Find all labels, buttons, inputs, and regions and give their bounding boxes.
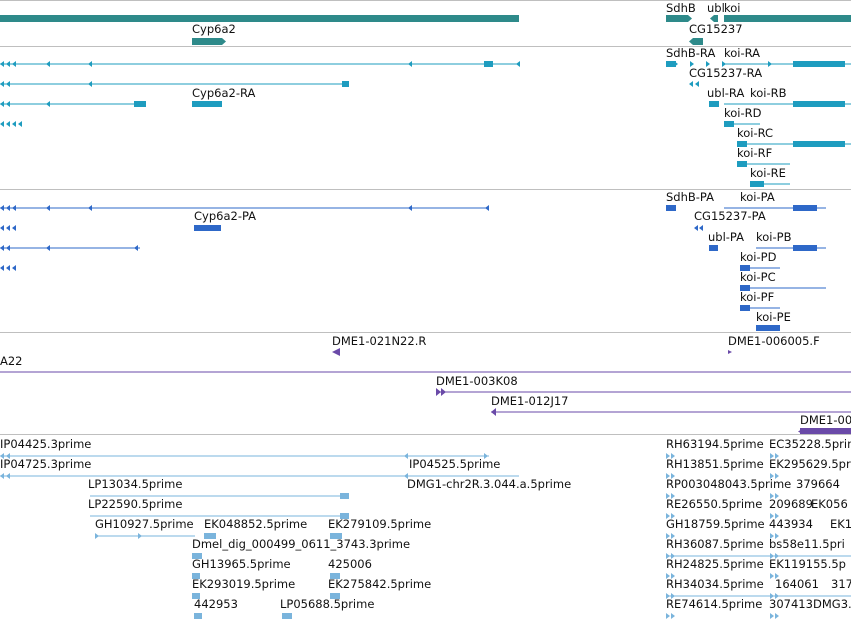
est-label[interactable]: LP22590.5prime bbox=[88, 497, 183, 511]
est-label[interactable]: EK119155.5p bbox=[769, 557, 846, 571]
est-label[interactable]: LP05688.5prime bbox=[280, 597, 375, 611]
protein-label-koi-pe[interactable]: koi-PE bbox=[756, 310, 791, 324]
protein-label-koi-pa[interactable]: koi-PA bbox=[740, 190, 775, 204]
track-divider-genes bbox=[0, 46, 851, 47]
transcript-track: SdhB-RA koi-RA CG15237-RA Cyp6a2-RA ubl-… bbox=[0, 46, 851, 189]
gene-span-cyp6a2-region[interactable] bbox=[0, 15, 519, 22]
est-label[interactable]: RE74614.5prime bbox=[666, 597, 763, 611]
bac-label-dme1-021n22-r[interactable]: DME1-021N22.R bbox=[332, 334, 427, 348]
est-label[interactable]: 209689 bbox=[769, 497, 813, 511]
bac-label-a22[interactable]: A22 bbox=[0, 354, 23, 368]
est-label[interactable]: 425006 bbox=[328, 557, 372, 571]
protein-track-glyphs bbox=[0, 205, 826, 331]
protein-label-koi-pd[interactable]: koi-PD bbox=[740, 250, 777, 264]
est-track-glyphs bbox=[0, 453, 851, 619]
transcript-label-koi-rc[interactable]: koi-RC bbox=[737, 126, 774, 140]
transcript-label-cg15237-ra[interactable]: CG15237-RA bbox=[689, 66, 763, 80]
bac-label-dme1-012j17[interactable]: DME1-012J17 bbox=[491, 394, 569, 408]
protein-label-ubl-pa[interactable]: ubl-PA bbox=[708, 230, 744, 244]
gene-track-glyphs bbox=[0, 15, 851, 45]
gene-label-cyp6a2[interactable]: Cyp6a2 bbox=[192, 22, 236, 36]
est-track: IP04425.3prime RH63194.5prime EC35228.5p… bbox=[0, 434, 851, 621]
est-label[interactable]: RH63194.5prime bbox=[666, 437, 764, 451]
est-label[interactable]: 164061 bbox=[775, 577, 819, 591]
gene-track: Cyp6a2 SdhB ubl koi CG15237 bbox=[0, 0, 851, 46]
est-label[interactable]: IP04425.3prime bbox=[0, 437, 92, 451]
est-label[interactable]: RP003048043.5prime bbox=[666, 477, 792, 491]
est-label[interactable]: RH34034.5prime bbox=[666, 577, 764, 591]
protein-label-koi-pf[interactable]: koi-PF bbox=[740, 290, 775, 304]
transcript-label-koi-rb[interactable]: koi-RB bbox=[750, 86, 787, 100]
transcript-label-cyp6a2-ra[interactable]: Cyp6a2-RA bbox=[192, 86, 256, 100]
est-label[interactable]: RH13851.5prime bbox=[666, 457, 764, 471]
track-divider-transcripts bbox=[0, 189, 851, 190]
gene-span-sdhb[interactable] bbox=[666, 15, 692, 22]
gene-label-koi[interactable]: koi bbox=[724, 1, 741, 15]
est-label[interactable]: GH18759.5prime bbox=[666, 517, 765, 531]
gene-label-cg15237[interactable]: CG15237 bbox=[689, 22, 743, 36]
est-label[interactable]: EK279109.5prime bbox=[328, 517, 432, 531]
est-label[interactable]: RH24825.5prime bbox=[666, 557, 764, 571]
gene-label-ubl[interactable]: ubl bbox=[707, 1, 725, 15]
transcript-label-koi-rf[interactable]: koi-RF bbox=[737, 146, 773, 160]
est-label[interactable]: 442953 bbox=[194, 597, 238, 611]
bac-track: DME1-021N22.R DME1-006005.F A22 DME1-003… bbox=[0, 332, 851, 434]
protein-label-koi-pb[interactable]: koi-PB bbox=[756, 230, 792, 244]
est-label[interactable]: EK056 bbox=[811, 497, 848, 511]
est-label[interactable]: DMG3. bbox=[813, 597, 851, 611]
est-label[interactable]: bs58e11.5pri bbox=[769, 537, 845, 551]
est-label[interactable]: EK048852.5prime bbox=[204, 517, 308, 531]
est-label[interactable]: EK275842.5prime bbox=[328, 577, 432, 591]
transcript-label-sdhb-ra[interactable]: SdhB-RA bbox=[666, 46, 716, 60]
est-label[interactable]: EK1 bbox=[830, 517, 851, 531]
est-label[interactable]: 317 bbox=[831, 577, 851, 591]
est-label[interactable]: Dmel_dig_000499_0611_3743.3prime bbox=[192, 537, 411, 551]
est-label[interactable]: EK293019.5prime bbox=[192, 577, 296, 591]
protein-track: SdhB-PA koi-PA Cyp6a2-PA CG15237-PA ubl-… bbox=[0, 189, 851, 332]
track-divider-top bbox=[0, 0, 851, 1]
gene-span-cyp6a2[interactable] bbox=[192, 38, 226, 45]
est-label[interactable]: EK295629.5pr bbox=[769, 457, 851, 471]
gene-label-sdhb[interactable]: SdhB bbox=[666, 1, 696, 15]
est-label[interactable]: IP04525.5prime bbox=[409, 457, 501, 471]
est-label[interactable]: IP04725.3prime bbox=[0, 457, 92, 471]
transcript-label-koi-rd[interactable]: koi-RD bbox=[724, 106, 762, 120]
transcript-label-ubl-ra[interactable]: ubl-RA bbox=[707, 86, 745, 100]
transcript-label-koi-re[interactable]: koi-RE bbox=[750, 166, 786, 180]
est-label[interactable]: RH36087.5prime bbox=[666, 537, 764, 551]
transcript-label-koi-ra[interactable]: koi-RA bbox=[724, 46, 761, 60]
est-label[interactable]: 307413 bbox=[769, 597, 813, 611]
protein-label-sdhb-pa[interactable]: SdhB-PA bbox=[666, 190, 714, 204]
protein-label-koi-pc[interactable]: koi-PC bbox=[740, 270, 776, 284]
track-divider-proteins bbox=[0, 332, 851, 333]
est-label[interactable]: GH13965.5prime bbox=[192, 557, 291, 571]
est-label[interactable]: EC35228.5prime bbox=[769, 437, 851, 451]
protein-label-cg15237-pa[interactable]: CG15237-PA bbox=[694, 209, 766, 223]
protein-label-cyp6a2-pa[interactable]: Cyp6a2-PA bbox=[194, 209, 257, 223]
est-label[interactable]: DMG1-chr2R.3.044.a.5prime bbox=[407, 477, 572, 491]
est-label[interactable]: GH10927.5prime bbox=[95, 517, 194, 531]
est-label[interactable]: RE26550.5prime bbox=[666, 497, 763, 511]
transcript-track-glyphs bbox=[0, 61, 851, 187]
gene-span-koi[interactable] bbox=[724, 15, 851, 22]
est-label[interactable]: 443934 bbox=[769, 517, 813, 531]
gene-span-ubl[interactable] bbox=[710, 15, 718, 22]
gene-span-cg15237[interactable] bbox=[689, 38, 703, 45]
bac-label-dme1-006005-f[interactable]: DME1-006005.F bbox=[728, 334, 820, 348]
bac-label-dme1-00[interactable]: DME1-00 bbox=[800, 413, 851, 427]
track-divider-bacs bbox=[0, 434, 851, 435]
bac-track-glyphs bbox=[0, 348, 851, 435]
est-label[interactable]: LP13034.5prime bbox=[88, 477, 183, 491]
est-label[interactable]: 379664 bbox=[796, 477, 840, 491]
bac-label-dme1-003k08[interactable]: DME1-003K08 bbox=[436, 374, 518, 388]
